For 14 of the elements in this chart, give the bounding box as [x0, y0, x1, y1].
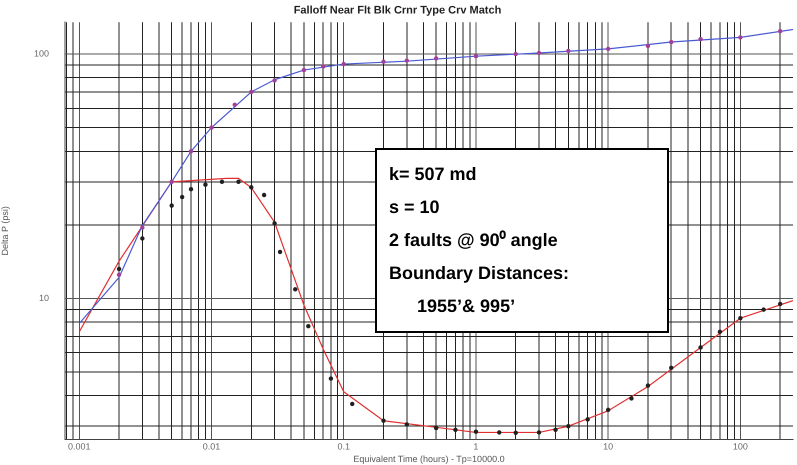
chart-title: Falloff Near Flt Blk Crnr Type Crv Match [294, 4, 502, 17]
x-tick-label: 0.01 [202, 441, 220, 452]
x-tick-label: 100 [732, 441, 748, 452]
x-tick-label: 0.001 [68, 441, 91, 452]
annotation: s = 10 [389, 196, 441, 219]
x-tick-label: 1 [473, 441, 478, 452]
annotation: 2 faults @ 90⁰ angle [389, 229, 559, 252]
annotation: 1955’& 995’ [416, 295, 516, 318]
annotation: k= 507 md [389, 163, 478, 186]
x-tick-label: 0.1 [337, 441, 350, 452]
annotation: Boundary Distances: [389, 262, 570, 285]
x-tick-label: 10 [603, 441, 614, 452]
y-axis-title: Delta P (psi) [0, 206, 10, 256]
x-axis-title: Equivalent Time (hours) - Tp=10000.0 [353, 454, 505, 464]
